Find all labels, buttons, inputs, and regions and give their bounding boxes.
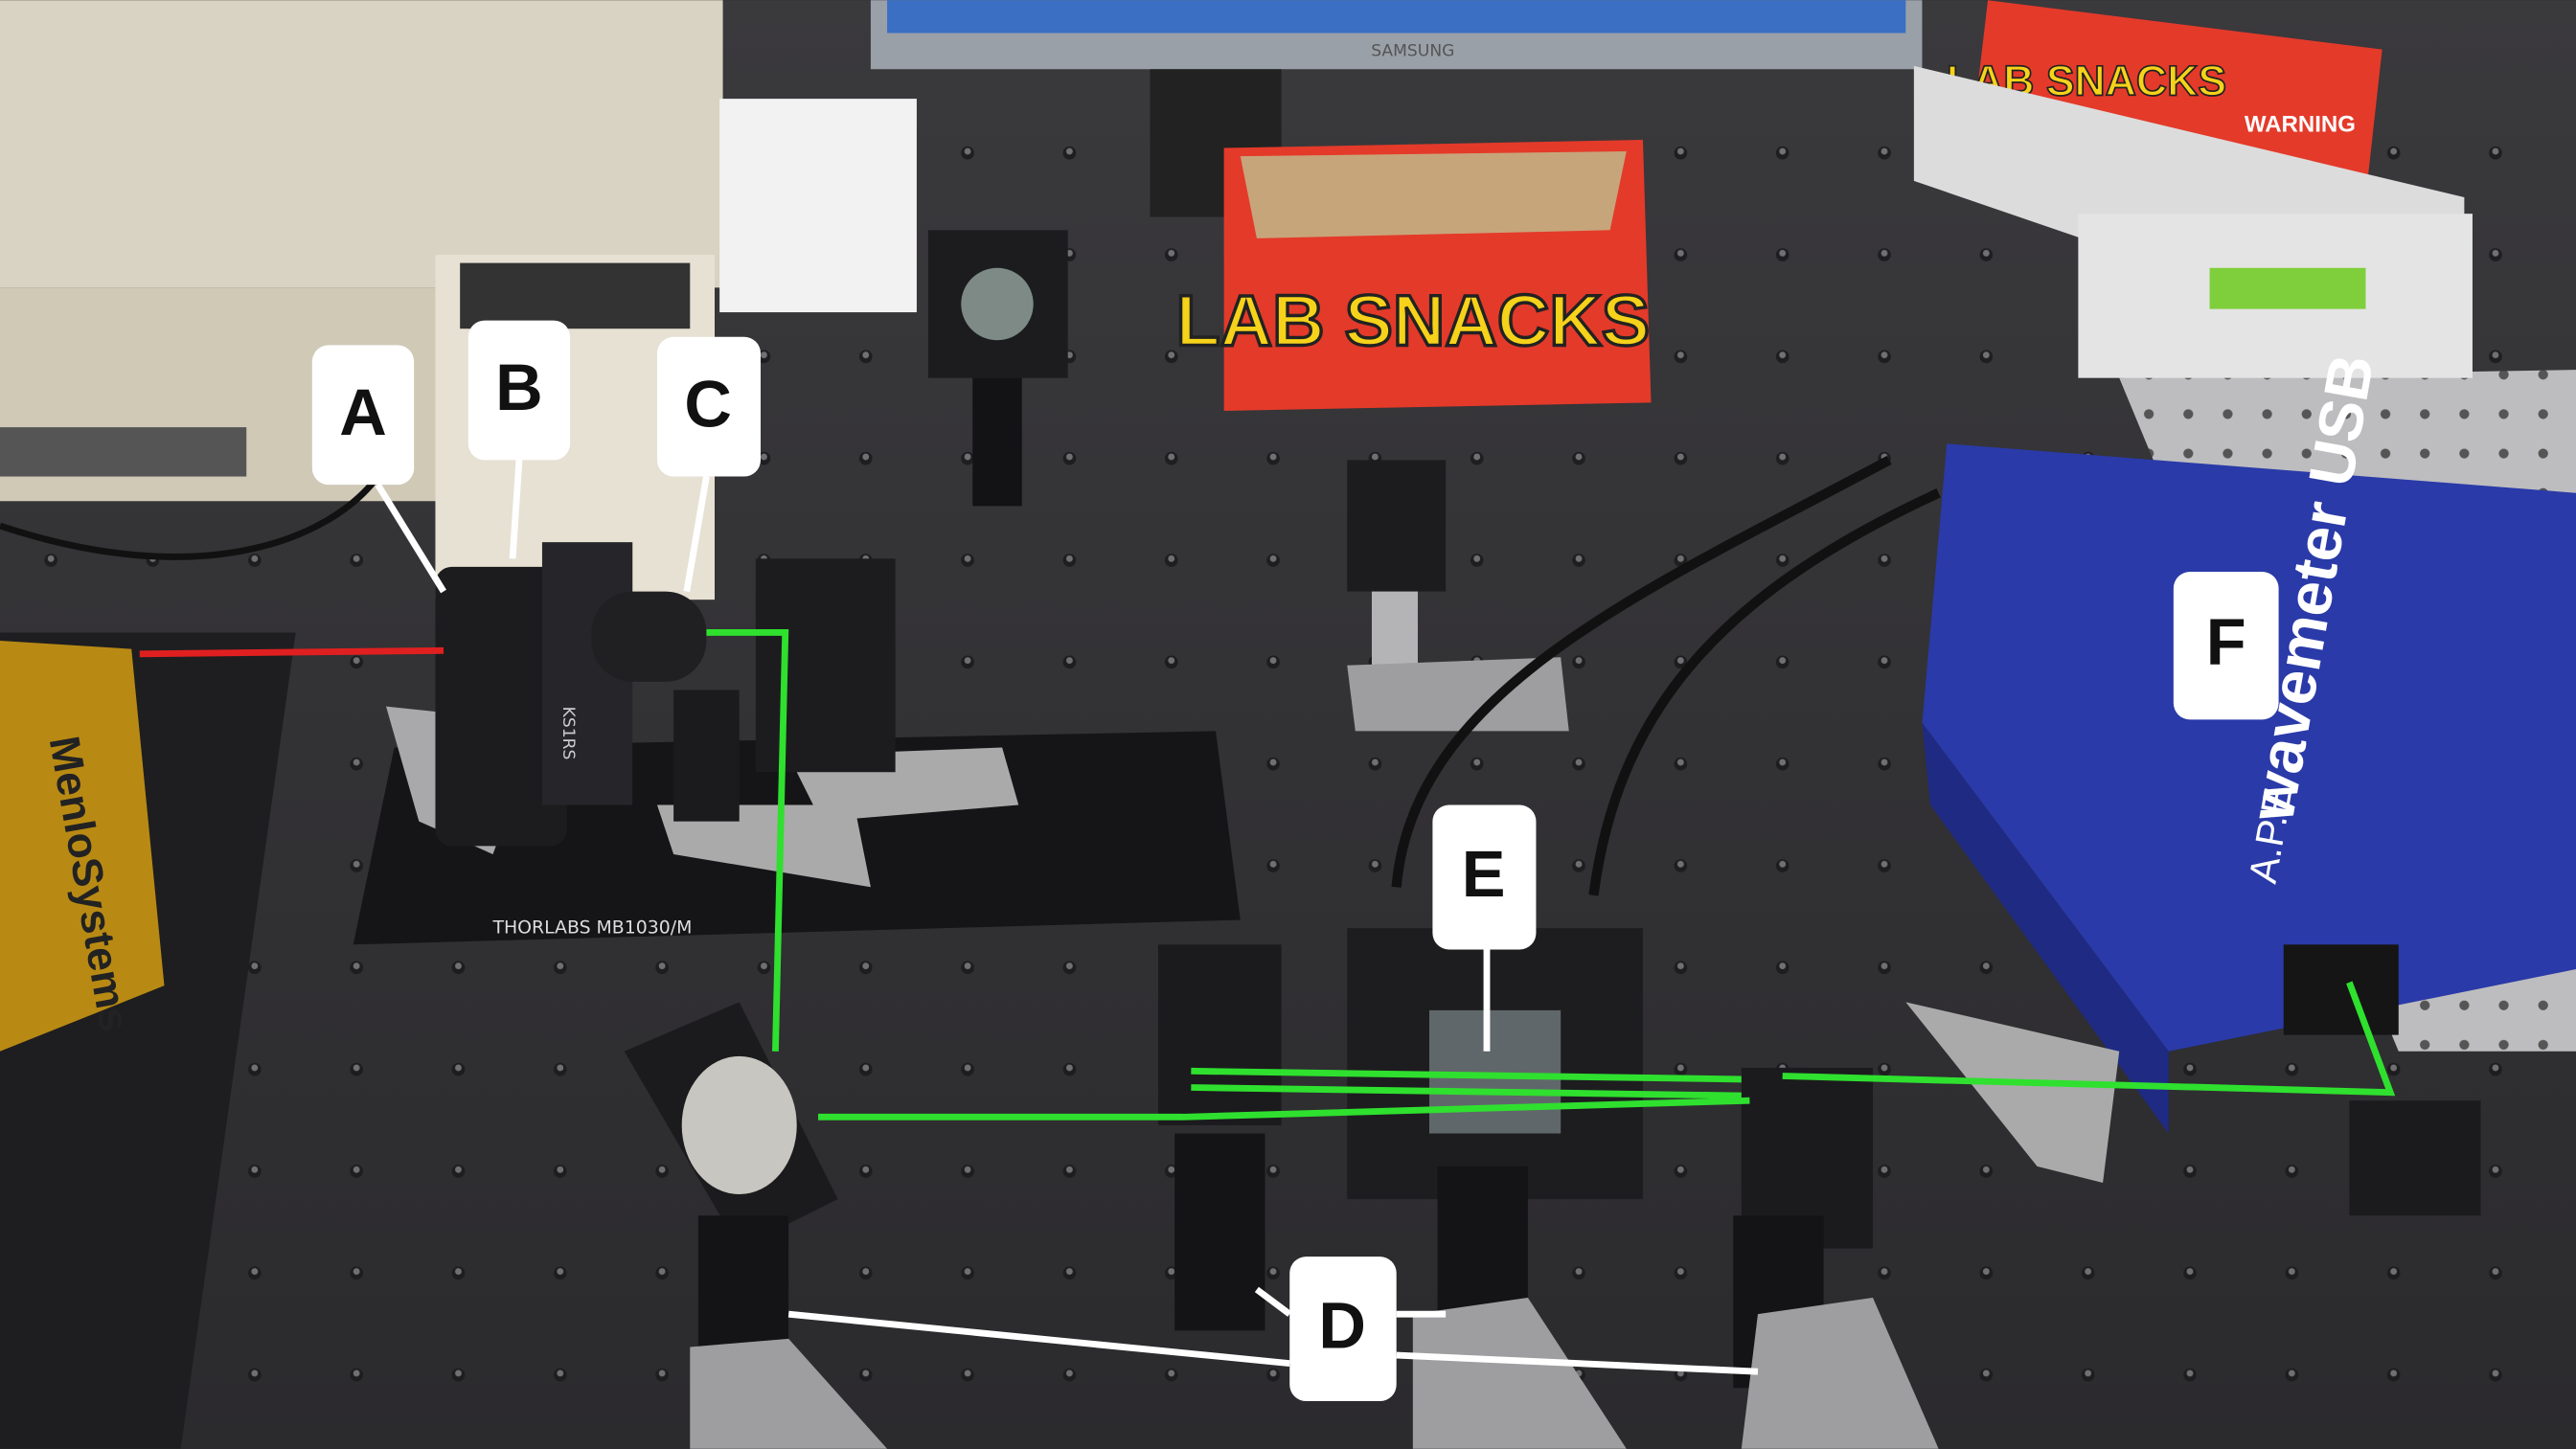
post: [972, 377, 1022, 507]
clamp: [690, 1338, 888, 1449]
label-text: E: [1462, 837, 1506, 911]
boxes: [719, 99, 917, 313]
clamp: [656, 804, 871, 888]
post: [1174, 1133, 1265, 1331]
fiber-mount: [2349, 1100, 2481, 1216]
mirror-mount: [1158, 944, 1282, 1125]
mirror-mount: [755, 558, 896, 773]
green-beam: [1191, 1084, 1742, 1099]
green-beam: [1191, 1067, 1742, 1083]
cable: [0, 474, 381, 560]
clamp: [1905, 1002, 2120, 1183]
controller-display: [2209, 267, 2366, 309]
cable: [1588, 488, 1941, 896]
fiber-port: [2283, 944, 2399, 1035]
label-d: D: [1289, 1257, 1397, 1402]
fan-grille: [460, 262, 691, 329]
label-b: B: [467, 320, 571, 461]
mirror-mount: [1347, 460, 1447, 592]
snack-box-inside: [1240, 150, 1627, 238]
wavemeter-side: [1922, 722, 2169, 1134]
mount-a: [435, 566, 567, 847]
label-e: E: [1432, 804, 1537, 950]
label-text: B: [495, 351, 543, 424]
leader-lines: [375, 460, 1759, 1375]
label-a: A: [311, 345, 415, 486]
label-text: F: [2206, 605, 2246, 679]
green-beam: [1782, 981, 2396, 1097]
clamp: [1412, 1298, 1627, 1449]
clamp: [1347, 657, 1569, 732]
red-beam: [139, 646, 445, 658]
post: [673, 690, 740, 822]
clamp: [1741, 1298, 1939, 1449]
laser: [0, 641, 165, 1052]
cable: [1391, 455, 1892, 888]
green-beam: [818, 1097, 1750, 1121]
instrument: [0, 0, 723, 288]
breadboard-label: THORLABS MB1030/M: [491, 917, 692, 938]
green-beam: [706, 629, 789, 1052]
label-text: C: [684, 367, 732, 441]
monitor-screen: [887, 0, 1906, 34]
mirror: [961, 267, 1034, 341]
label-text: A: [339, 375, 387, 449]
label-text: D: [1318, 1288, 1366, 1362]
mount-c: [591, 591, 707, 682]
mount-label: KS1RS: [559, 707, 578, 760]
snack-box-label: LAB SNACKS: [1176, 280, 1651, 360]
warning-label: WARNING: [2245, 111, 2356, 137]
mirror: [681, 1055, 797, 1194]
wavemeter: [1922, 443, 2576, 1052]
label-f: F: [2173, 572, 2279, 720]
monitor-brand: SAMSUNG: [1371, 42, 1454, 61]
label-c: C: [656, 336, 762, 477]
slot: [0, 427, 247, 477]
